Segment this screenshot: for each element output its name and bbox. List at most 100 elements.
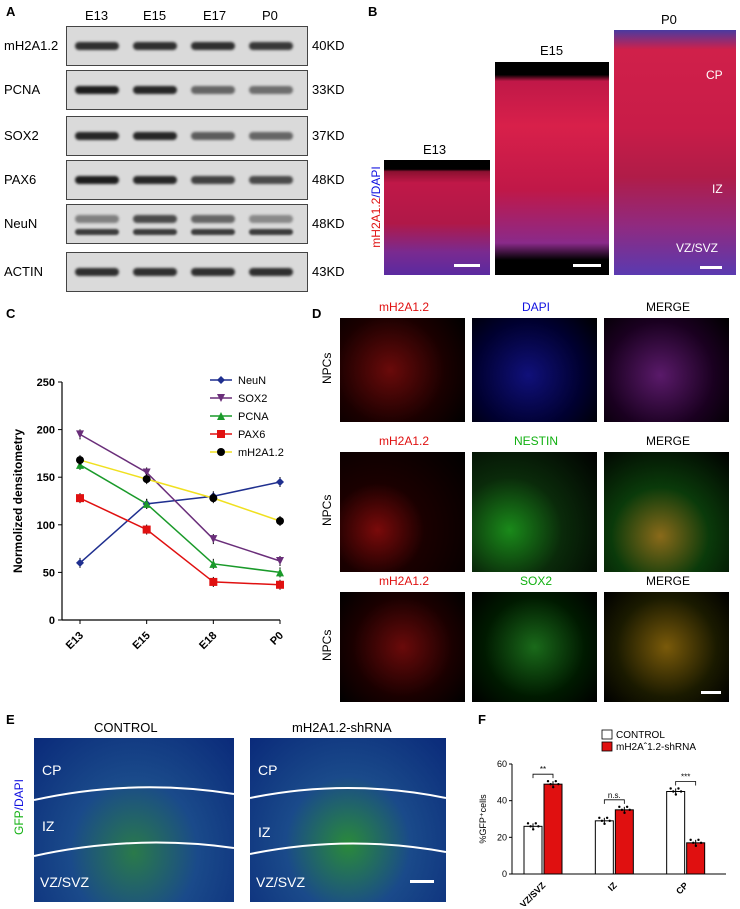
dot xyxy=(534,822,537,825)
bar-vz-svz-0 xyxy=(523,825,543,875)
data-point xyxy=(209,577,218,586)
y-tick-label: 200 xyxy=(37,425,55,437)
dot xyxy=(694,844,698,848)
column-header-merge: MERGE xyxy=(645,574,690,588)
dot xyxy=(628,808,631,812)
ylabel-red: mH2A1.2 xyxy=(369,197,383,248)
blot-row-label: NeuN xyxy=(4,216,38,231)
protein-band xyxy=(133,42,177,50)
panel-c-label: C xyxy=(6,306,16,321)
protein-band xyxy=(249,42,293,50)
dot xyxy=(618,805,621,809)
dot xyxy=(526,822,530,825)
region-iz: IZ xyxy=(258,824,271,840)
protein-band xyxy=(75,86,119,94)
protein-band xyxy=(75,42,119,50)
scale-bar xyxy=(700,266,722,269)
protein-band xyxy=(133,268,177,276)
protein-band xyxy=(191,229,235,235)
y-tick-label: 60 xyxy=(497,759,507,769)
protein-band xyxy=(75,176,119,184)
gfp-bar-chart: 0 20 40 60 %GFP⁺cells ** VZ/SVZ n.s. IZ *** CP CONT… xyxy=(478,729,726,906)
dot xyxy=(669,787,672,790)
blot-strip xyxy=(66,252,308,292)
y-axis-label: %GFP⁺cells xyxy=(478,794,488,844)
cortex-image-e13 xyxy=(384,160,490,275)
column-header-mh2a1-2: mH2A1.2 xyxy=(378,574,430,588)
legend-marker xyxy=(217,376,225,384)
kd-label: 48KD xyxy=(312,172,345,187)
protein-band xyxy=(75,215,119,223)
x-tick-label: IZ xyxy=(606,880,619,893)
series-line-mh2a1.2 xyxy=(79,459,281,522)
dot xyxy=(674,793,678,796)
image-title-p0: P0 xyxy=(661,12,677,27)
scale-bar xyxy=(410,880,434,883)
dot xyxy=(557,782,560,786)
ylabel-green: GFP xyxy=(12,810,26,836)
dot xyxy=(620,808,624,812)
significance-label: ** xyxy=(540,765,546,774)
x-tick-label: VZ/SVZ xyxy=(518,880,548,906)
protein-band xyxy=(133,132,177,140)
kd-label: 48KD xyxy=(312,216,345,231)
ylabel-blue: /DAPI xyxy=(369,166,383,198)
y-tick-label: 100 xyxy=(37,520,55,532)
region-vzsvz: VZ/SVZ xyxy=(256,874,306,890)
legend-label: CONTROL xyxy=(616,730,665,741)
data-point xyxy=(276,568,284,577)
legend-marker xyxy=(217,412,225,420)
legend-label: SOX2 xyxy=(238,393,267,405)
panel-f-label: F xyxy=(478,712,486,727)
blot-row-label: PAX6 xyxy=(4,172,37,187)
column-header-merge: MERGE xyxy=(645,434,690,448)
panel-b-ylabel: mH2A1.2/DAPI xyxy=(369,137,383,277)
significance-label: n.s. xyxy=(608,791,621,800)
region-vzsvz: VZ/SVZ xyxy=(40,874,90,890)
x-tick-label: E18 xyxy=(197,630,219,652)
y-tick-label: 20 xyxy=(497,832,507,842)
data-point xyxy=(142,475,151,484)
ylabel-blue: /DAPI xyxy=(12,779,26,811)
protein-band xyxy=(75,132,119,140)
npc-image-tile xyxy=(604,592,729,702)
legend-label: PCNA xyxy=(238,411,269,423)
npc-image-tile xyxy=(472,452,597,572)
y-tick-label: 250 xyxy=(37,377,55,389)
dot xyxy=(623,811,626,815)
significance-bracket xyxy=(603,799,625,804)
protein-band xyxy=(75,268,119,276)
npc-image-tile xyxy=(472,318,597,422)
protein-band xyxy=(191,268,235,276)
lane-label-e15: E15 xyxy=(143,8,167,23)
series-line-pax6 xyxy=(79,497,281,586)
data-point xyxy=(76,558,84,567)
npc-image-tile xyxy=(604,318,729,422)
kd-label: 40KD xyxy=(312,38,345,53)
data-point xyxy=(276,556,284,565)
column-header-sox2: SOX2 xyxy=(519,574,552,588)
dot xyxy=(529,825,532,828)
dot xyxy=(605,816,609,820)
protein-band xyxy=(249,268,293,276)
dot xyxy=(689,838,692,842)
dot xyxy=(699,841,703,845)
blot-row-label: ACTIN xyxy=(4,264,43,279)
dot xyxy=(598,816,601,820)
protein-band xyxy=(191,132,235,140)
region-cp: CP xyxy=(42,762,62,778)
dot xyxy=(532,828,535,831)
x-tick-label: E13 xyxy=(64,630,86,652)
panel-e-ylabel: GFP/DAPI xyxy=(12,762,26,852)
y-tick-label: 0 xyxy=(49,615,55,627)
cortex-image-e15 xyxy=(495,62,609,275)
lane-label-p0: P0 xyxy=(262,8,278,23)
image-title-e15: E15 xyxy=(540,43,564,58)
bar-cp-1 xyxy=(686,842,706,875)
npc-image-tile xyxy=(340,452,465,572)
region-cp: CP xyxy=(258,762,278,778)
panel-a-label: A xyxy=(6,4,16,19)
blot-row-label: mH2A1.2 xyxy=(4,38,59,53)
dot xyxy=(549,782,552,786)
protein-band xyxy=(249,229,293,235)
